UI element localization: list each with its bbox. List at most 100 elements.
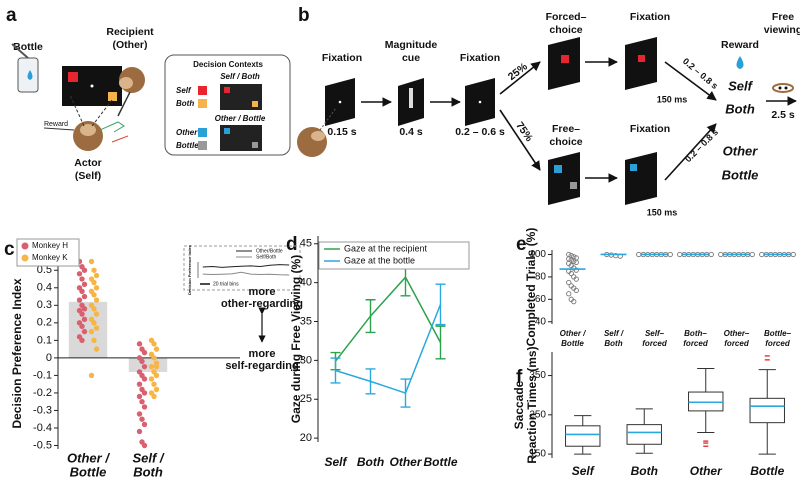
data-point <box>136 428 143 435</box>
x-tick-label: Bottle <box>424 455 458 469</box>
y-tick-label: 60 <box>535 294 547 305</box>
data-point <box>79 276 85 282</box>
target-gray <box>252 142 258 148</box>
annotation: self-regarding <box>225 360 298 372</box>
legend-label: Self/Both <box>256 254 277 260</box>
screen <box>548 152 580 205</box>
target-orange <box>252 101 258 107</box>
data-point <box>151 355 157 361</box>
series-line <box>202 271 290 276</box>
whisker <box>758 369 776 399</box>
y-tick-label: 25 <box>300 393 312 405</box>
data-point <box>636 251 642 258</box>
series-line <box>334 275 442 362</box>
whisker <box>635 408 653 425</box>
y-axis-label: Decision Preference Index <box>187 244 192 295</box>
context-option: Self <box>176 86 192 95</box>
recipient-label: (Other) <box>113 39 148 51</box>
data-point <box>79 337 85 344</box>
data-point <box>93 311 100 317</box>
gaze-line <box>91 99 113 127</box>
reward-label: Reward <box>721 39 759 51</box>
data-point <box>568 257 574 263</box>
probability: 75% <box>513 120 535 145</box>
x-tick-label: forced <box>765 339 791 348</box>
whisker <box>697 410 715 433</box>
x-tick-label: forced <box>642 339 668 348</box>
x-tick-label: Bottle <box>750 464 784 478</box>
y-tick-label: 0 <box>46 352 52 364</box>
x-tick-label: Other / <box>560 329 587 338</box>
legend-label: Other/Bottle <box>256 248 283 254</box>
y-tick-label: 40 <box>300 277 312 289</box>
x-tick-label: Both <box>604 339 622 348</box>
y-tick-label: -0.2 <box>33 387 52 399</box>
data-point <box>91 292 97 298</box>
data-point <box>566 279 572 286</box>
x-tick-label: forced <box>724 339 750 348</box>
legend-marker <box>21 254 29 262</box>
x-tick-label: Other <box>690 464 723 478</box>
y-tick-label: 0.1 <box>37 334 52 346</box>
data-point <box>91 306 97 312</box>
data-point <box>573 259 579 265</box>
context-heading: Self / Both <box>220 72 260 81</box>
data-point <box>153 386 160 393</box>
inset-frame <box>183 245 301 291</box>
option-swatch <box>198 99 207 108</box>
data-point <box>708 251 714 258</box>
choice-label: Forced– <box>546 11 587 23</box>
legend-marker <box>21 242 29 250</box>
box <box>626 424 662 445</box>
choice-label: choice <box>549 24 582 36</box>
lever-icon <box>111 135 129 143</box>
bottle-label: Bottle <box>13 41 43 53</box>
x-tick-label: Both <box>133 464 163 479</box>
eye <box>778 86 782 90</box>
box <box>749 397 785 424</box>
eyes-icon <box>772 83 794 93</box>
whisker <box>697 367 715 393</box>
option-swatch <box>198 86 207 95</box>
x-tick-label: Bottle <box>70 464 107 479</box>
annotation: more <box>249 348 276 360</box>
whisker <box>574 446 592 455</box>
step-label: Fixation <box>322 52 362 64</box>
whisker <box>574 415 592 426</box>
panel-label: e <box>516 234 527 255</box>
series-line <box>335 304 442 394</box>
step-time: 0.4 s <box>399 126 423 138</box>
fixation-label: Fixation <box>630 11 670 23</box>
data-point <box>141 421 148 428</box>
data-point <box>141 442 148 449</box>
target-blue <box>630 164 637 171</box>
data-point <box>571 298 577 305</box>
screen <box>625 152 657 205</box>
data-point <box>136 381 143 387</box>
step-time: 0.15 s <box>327 126 356 138</box>
data-point <box>749 251 755 258</box>
fixation-dot <box>478 100 482 104</box>
data-point <box>718 251 724 258</box>
data-point <box>93 285 100 291</box>
data-point <box>141 390 148 396</box>
data-point <box>93 346 100 352</box>
arrow <box>664 61 717 101</box>
y-tick-label: -0.1 <box>33 369 52 381</box>
x-tick-label: Self <box>324 455 347 469</box>
data-point <box>667 251 673 258</box>
reward-outcome: Self <box>728 78 754 93</box>
annotation: other-regarding <box>221 298 303 310</box>
y-axis-label: Saccade <box>512 380 526 429</box>
duration: 150 ms <box>647 207 678 217</box>
arrow <box>499 61 541 95</box>
y-axis-label: Reaction Times (ms) <box>525 346 539 463</box>
data-point <box>136 393 143 400</box>
data-point <box>91 267 97 273</box>
context-option: Other <box>176 128 198 137</box>
data-point <box>93 297 100 303</box>
target-red <box>68 72 78 82</box>
y-tick-label: 0.2 <box>37 317 52 329</box>
data-point <box>148 363 155 370</box>
